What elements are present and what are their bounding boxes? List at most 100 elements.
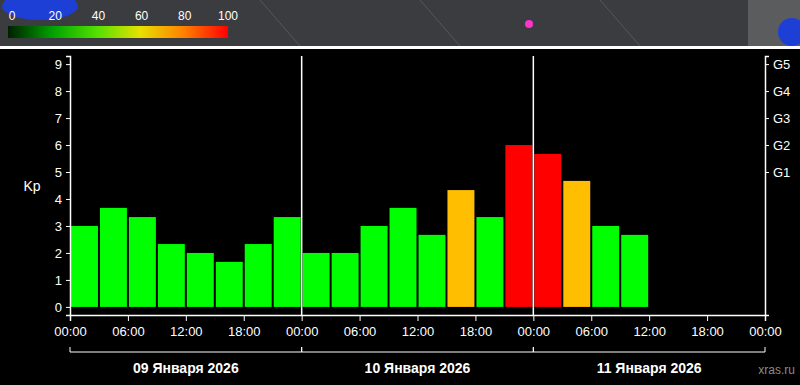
y-tick-label: 7 [55, 111, 62, 126]
bar [216, 262, 243, 307]
axis-line [66, 57, 71, 316]
y-tick-label: 9 [55, 57, 62, 72]
bar [100, 208, 127, 307]
bar [187, 253, 214, 307]
y-axis: 0 1 2 3 4 5 6 7 8 9 [55, 57, 71, 316]
x-tick: 00:00 [518, 315, 551, 339]
y-tick: 3 [55, 219, 70, 234]
y-tick-label: 0 [55, 300, 62, 315]
y-axis-title: Kp [23, 178, 40, 194]
y-tick-mark [66, 253, 70, 254]
y-tick: 9 [55, 57, 70, 72]
bar [390, 208, 417, 307]
day-separator [301, 56, 303, 315]
axis-line [766, 57, 770, 316]
chart-root: 02040608010000:0006:0012:0018:0000:0006:… [0, 0, 800, 385]
bar [476, 217, 503, 307]
map-graticule [600, 0, 640, 46]
day-label: 09 Января 2026 [133, 360, 239, 376]
map-land [0, 0, 800, 46]
y-tick-mark [66, 307, 70, 308]
day-bracket [533, 352, 765, 353]
x-tick: 00:00 [54, 315, 87, 339]
x-tick-mark [649, 315, 650, 321]
x-tick-mark [186, 315, 187, 321]
x-tick: 12:00 [633, 315, 666, 339]
x-tick-label: 18:00 [691, 324, 724, 339]
bar [563, 181, 590, 307]
separator [0, 46, 800, 49]
bar [592, 226, 619, 307]
map-marker [525, 20, 533, 28]
bar [419, 235, 446, 307]
x-axis: 00:00 06:00 12:00 18:00 00:00 06:00 12:00 18:00… [54, 315, 782, 339]
day-bracket-end [533, 347, 534, 352]
x-tick-label: 12:00 [170, 324, 203, 339]
x-tick: 00:00 [749, 315, 782, 339]
day-bracket-end [301, 347, 302, 352]
colorbar-tick-label: 80 [178, 9, 192, 23]
bar [303, 253, 330, 307]
x-tick-label: 12:00 [402, 324, 435, 339]
x-tick-mark [302, 315, 303, 321]
y-tick-mark [66, 64, 70, 65]
x-tick: 18:00 [460, 315, 493, 339]
y2-tick-mark [765, 64, 769, 65]
y2-tick-mark [765, 172, 769, 173]
y2-tick-mark [765, 145, 769, 146]
bar [158, 244, 185, 307]
y-tick: 7 [55, 111, 70, 126]
map-strip [0, 0, 800, 46]
bar [274, 217, 301, 307]
x-tick-label: 06:00 [112, 324, 145, 339]
x-tick-mark [707, 315, 708, 321]
colorbar [8, 26, 228, 38]
y2-tick: G2 [765, 138, 790, 153]
y-tick-label: 3 [55, 219, 62, 234]
y-tick-mark [66, 172, 70, 173]
y-tick: 1 [55, 273, 70, 288]
day-bracket-end [70, 347, 71, 352]
colorbar-tick-label: 20 [49, 9, 63, 23]
background [0, 0, 800, 385]
x-tick-mark [475, 315, 476, 321]
bars [71, 145, 648, 307]
y2-tick-mark [765, 118, 769, 119]
bar [534, 154, 561, 307]
day-bracket-end [301, 347, 302, 352]
y-tick: 8 [55, 84, 70, 99]
y-tick: 4 [55, 192, 70, 207]
x-tick: 06:00 [344, 315, 377, 339]
x-tick-mark [128, 315, 129, 321]
y-tick-label: 1 [55, 273, 62, 288]
y-tick: 2 [55, 246, 70, 261]
map-water [778, 18, 800, 46]
x-tick: 06:00 [112, 315, 145, 339]
bar [621, 235, 648, 307]
y-tick: 5 [55, 165, 70, 180]
y-tick: 0 [55, 300, 70, 315]
x-tick-label: 00:00 [54, 324, 87, 339]
x-tick: 12:00 [170, 315, 203, 339]
day-bracket-end [765, 347, 766, 352]
day-separator [533, 56, 535, 315]
x-tick: 00:00 [286, 315, 319, 339]
x-tick: 06:00 [575, 315, 608, 339]
y2-tick-label: G1 [773, 165, 790, 180]
x-tick-label: 00:00 [286, 324, 319, 339]
x-tick-mark [418, 315, 419, 321]
colorbar-tick-label: 60 [135, 9, 149, 23]
y-tick: 6 [55, 138, 70, 153]
y2-tick: G4 [765, 84, 790, 99]
bar [332, 253, 359, 307]
y2-tick: G3 [765, 111, 790, 126]
x-tick-label: 00:00 [518, 324, 551, 339]
y-tick-mark [66, 280, 70, 281]
x-tick-label: 18:00 [228, 324, 261, 339]
x-tick-label: 06:00 [344, 324, 377, 339]
y2-tick-mark [765, 91, 769, 92]
y-tick-label: 6 [55, 138, 62, 153]
map-graticule [260, 0, 300, 46]
y-tick-mark [66, 118, 70, 119]
x-tick-label: 00:00 [749, 324, 782, 339]
